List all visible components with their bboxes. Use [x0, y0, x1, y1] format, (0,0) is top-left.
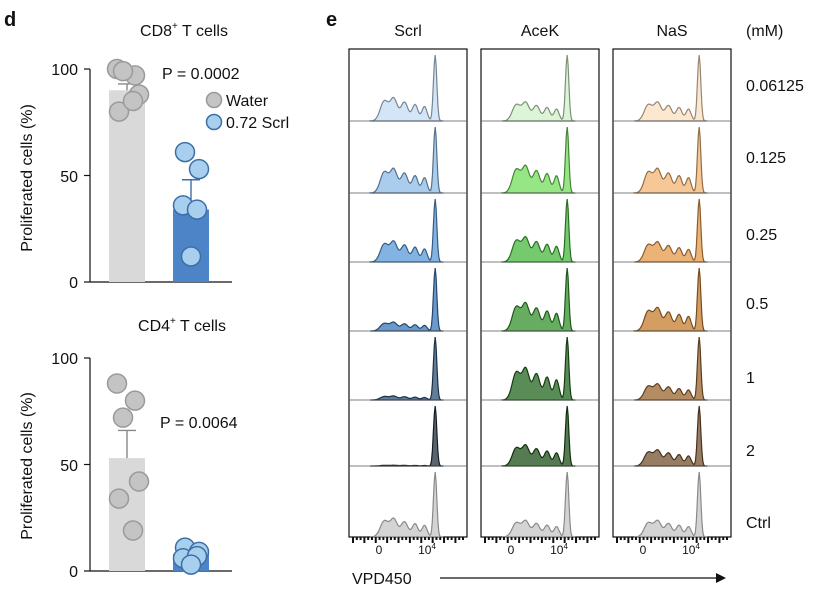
cd4-ytick-0: 0 — [69, 564, 78, 581]
legend-scrl-label: 0.72 Scrl — [226, 115, 289, 132]
cd8-title: CD8+ T cells — [140, 21, 228, 40]
cd8-point-1-0 — [174, 141, 196, 163]
histogram-grid: Scrl AceK NaS (mM) 0.06125 0.125 0.25 0.… — [348, 23, 804, 588]
histogram-acek-row-3 — [501, 267, 576, 332]
histogram-acek-row-6 — [502, 471, 576, 538]
col-title-nas: NaS — [656, 23, 687, 40]
cd8-point-1-4 — [180, 246, 202, 267]
cd4-point-0-4 — [108, 488, 130, 509]
legend-water-swatch — [205, 91, 223, 109]
cd8-point-0-5 — [122, 90, 144, 112]
xtick-nas-0: 0 — [640, 543, 647, 557]
histogram-scrl-row-6 — [370, 471, 444, 538]
histogram-scrl-row-4 — [370, 336, 444, 401]
xtick-scrl-0: 0 — [376, 543, 383, 557]
histogram-nas-row-6 — [634, 471, 708, 538]
row-label-6: Ctrl — [746, 515, 771, 532]
histogram-acek-row-5 — [501, 405, 576, 467]
col-title-acek: AceK — [521, 23, 560, 40]
cd8-bar-0 — [109, 90, 145, 282]
histogram-acek-row-4 — [501, 336, 576, 401]
cd8-point-0-2 — [112, 60, 134, 82]
cd8-ytick-100: 100 — [51, 62, 78, 79]
cd4-ylabel: Proliferated cells (%) — [19, 392, 36, 540]
cd8-point-1-1 — [188, 158, 210, 180]
histogram-nas-row-5 — [634, 405, 708, 467]
cd4-point-0-5 — [122, 520, 144, 541]
histogram-nas-row-1 — [633, 126, 708, 194]
cd8-point-1-3 — [186, 199, 208, 220]
x-axis-arrow-head — [716, 573, 726, 583]
row-label-5: 2 — [746, 443, 755, 460]
panel-e-letter: e — [326, 9, 337, 31]
cd8-ylabel: Proliferated cells (%) — [19, 104, 36, 252]
cd4-title: CD4+ T cells — [138, 316, 226, 335]
cd4-point-0-0 — [106, 373, 128, 394]
xtick-scrl-1: 104 — [418, 542, 436, 557]
legend: Water 0.72 Scrl — [205, 91, 289, 132]
histogram-scrl-row-1 — [369, 126, 444, 194]
cd8-ytick-0: 0 — [69, 275, 78, 292]
histogram-acek-row-1 — [501, 126, 576, 194]
cd8-ytick-50: 50 — [60, 169, 78, 186]
cd8-bar-chart: CD8+ T cells Proliferated cells (%) 100 … — [19, 21, 289, 292]
row-label-1: 0.125 — [746, 150, 786, 167]
histogram-scrl-row-3 — [370, 267, 444, 332]
cd8-point-0-4 — [108, 101, 130, 122]
x-axis-label: VPD450 — [352, 571, 412, 588]
cd4-bar-chart: CD4+ T cells Proliferated cells (%) 100 … — [19, 316, 238, 581]
legend-water-label: Water — [226, 93, 269, 110]
xtick-acek-1: 104 — [550, 542, 568, 557]
histogram-nas-row-2 — [634, 198, 708, 263]
histogram-nas-row-0 — [634, 54, 708, 122]
xtick-nas-1: 104 — [682, 542, 700, 557]
cd4-p-value: P = 0.0064 — [160, 415, 238, 432]
cd4-point-0-3 — [128, 471, 150, 492]
legend-scrl-swatch — [205, 113, 223, 131]
histogram-acek-row-0 — [502, 54, 576, 122]
histogram-nas-row-3 — [633, 267, 708, 332]
cd4-point-1-4 — [180, 554, 202, 575]
cd4-point-0-1 — [124, 390, 146, 411]
histogram-scrl-row-2 — [369, 198, 444, 263]
histogram-scrl-row-5 — [370, 405, 444, 467]
cd8-p-value: P = 0.0002 — [162, 66, 240, 83]
row-label-0: 0.06125 — [746, 78, 804, 95]
row-label-4: 1 — [746, 370, 755, 387]
col-title-scrl: Scrl — [394, 23, 422, 40]
cd8-bar-1 — [173, 209, 209, 282]
row-label-3: 0.5 — [746, 296, 768, 313]
histogram-scrl-row-0 — [369, 54, 444, 122]
histogram-acek-row-2 — [501, 198, 576, 263]
cd4-ytick-100: 100 — [51, 351, 78, 368]
row-label-2: 0.25 — [746, 227, 777, 244]
histogram-nas-row-4 — [634, 336, 708, 401]
unit-label: (mM) — [746, 23, 783, 40]
cd4-point-0-2 — [112, 407, 134, 428]
hist-frame-scrl — [348, 48, 468, 538]
xtick-acek-0: 0 — [508, 543, 515, 557]
panel-d-letter: d — [4, 9, 16, 31]
cd4-ytick-50: 50 — [60, 458, 78, 475]
